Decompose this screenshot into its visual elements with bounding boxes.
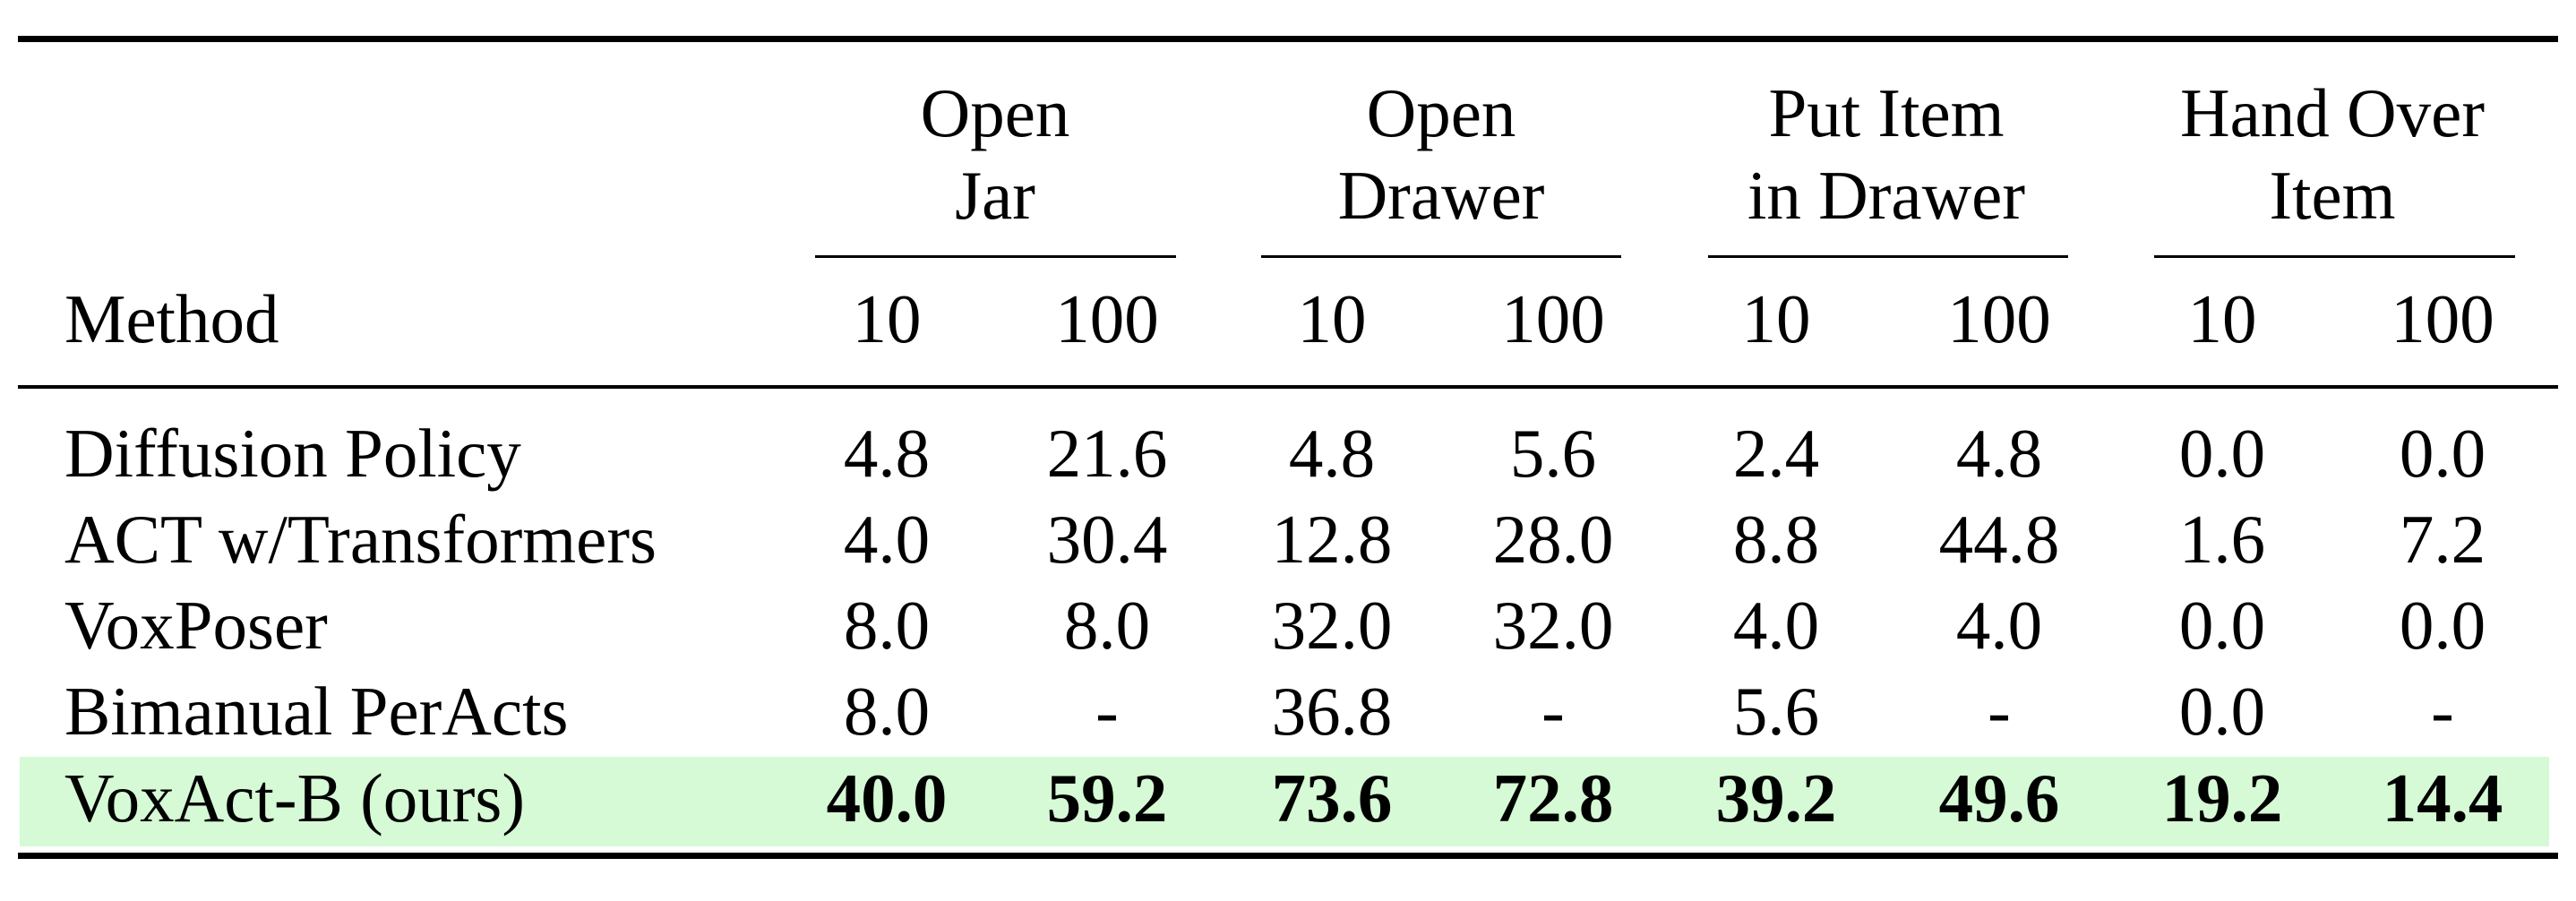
sub-header: 100 xyxy=(1055,280,1159,357)
method-name: ACT w/Transformers xyxy=(64,501,657,578)
table-cell: 30.4 xyxy=(1046,501,1168,578)
table-cell: 59.2 xyxy=(1046,759,1168,837)
table-cell: 5.6 xyxy=(1509,415,1597,492)
group-underline-2 xyxy=(1261,255,1621,258)
table-cell: 0.0 xyxy=(2178,415,2266,492)
table-cell: 4.0 xyxy=(843,501,931,578)
table-cell: 40.0 xyxy=(826,759,948,837)
method-name: Bimanual PerActs xyxy=(64,673,569,750)
table-cell: 12.8 xyxy=(1271,501,1393,578)
sub-header: 100 xyxy=(1501,280,1605,357)
table-cell: 7.2 xyxy=(2399,501,2486,578)
table-cell: - xyxy=(1988,673,2011,750)
group-header-line2: Drawer xyxy=(1337,157,1545,234)
table-cell: 14.4 xyxy=(2382,759,2503,837)
group-header-line1: Open xyxy=(920,74,1070,151)
sub-header: 10 xyxy=(1297,280,1367,357)
table-cell: 4.0 xyxy=(1955,587,2043,664)
table-cell: - xyxy=(2431,673,2454,750)
table-cell: 44.8 xyxy=(1938,501,2060,578)
highlight-row-background xyxy=(20,757,2549,846)
table-cell: 21.6 xyxy=(1046,415,1168,492)
table-cell: 32.0 xyxy=(1271,587,1393,664)
table-cell: 0.0 xyxy=(2399,587,2486,664)
table-cell: 4.8 xyxy=(1288,415,1376,492)
group-underline-1 xyxy=(815,255,1176,258)
sub-header: 10 xyxy=(1741,280,1811,357)
group-header-line1: Open xyxy=(1366,74,1516,151)
group-underline-3 xyxy=(1708,255,2068,258)
group-underline-4 xyxy=(2154,255,2515,258)
table-cell: 0.0 xyxy=(2178,673,2266,750)
bottom-rule xyxy=(18,853,2558,859)
table-cell: 8.0 xyxy=(1063,587,1151,664)
table-cell: 32.0 xyxy=(1492,587,1614,664)
table-cell: 4.8 xyxy=(1955,415,2043,492)
table-cell: - xyxy=(1541,673,1565,750)
sub-header: 10 xyxy=(2187,280,2257,357)
table-cell: 36.8 xyxy=(1271,673,1393,750)
sub-header: 100 xyxy=(2391,280,2494,357)
table-cell: 73.6 xyxy=(1271,759,1393,837)
method-name: VoxPoser xyxy=(64,587,328,664)
table-cell: 8.0 xyxy=(843,587,931,664)
group-header-line1: Hand Over xyxy=(2180,74,2485,151)
group-header-line1: Put Item xyxy=(1768,74,2005,151)
method-name: Diffusion Policy xyxy=(64,415,521,492)
table-cell: 2.4 xyxy=(1732,415,1820,492)
table-cell: 72.8 xyxy=(1492,759,1614,837)
table-cell: 1.6 xyxy=(2178,501,2266,578)
table-cell: 8.8 xyxy=(1732,501,1820,578)
table-cell: 4.0 xyxy=(1732,587,1820,664)
table-cell: 28.0 xyxy=(1492,501,1614,578)
sub-header: 10 xyxy=(852,280,922,357)
table-cell: 4.8 xyxy=(843,415,931,492)
sub-header: 100 xyxy=(1947,280,2051,357)
table-cell: 49.6 xyxy=(1938,759,2060,837)
group-header-line2: in Drawer xyxy=(1747,157,2025,234)
method-name: VoxAct-B (ours) xyxy=(64,759,525,837)
table-cell: 19.2 xyxy=(2161,759,2283,837)
table-cell: 8.0 xyxy=(843,673,931,750)
group-header-line2: Jar xyxy=(955,157,1035,234)
table-cell: - xyxy=(1095,673,1119,750)
table-cell: 0.0 xyxy=(2178,587,2266,664)
top-rule xyxy=(18,36,2558,42)
table-cell: 0.0 xyxy=(2399,415,2486,492)
table-cell: 39.2 xyxy=(1715,759,1837,837)
header-rule xyxy=(18,385,2558,389)
method-header: Method xyxy=(64,280,279,357)
table-cell: 5.6 xyxy=(1732,673,1820,750)
group-header-line2: Item xyxy=(2269,157,2396,234)
